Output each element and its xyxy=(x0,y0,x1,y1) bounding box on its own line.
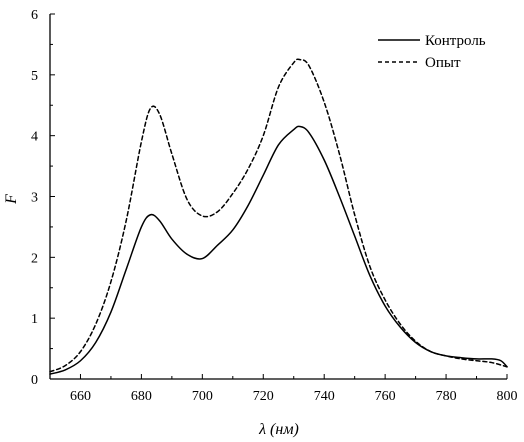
series-group xyxy=(49,58,508,375)
y-tick-label: 2 xyxy=(31,251,38,266)
x-axis-title: λ (нм) xyxy=(258,421,299,438)
x-tick-label: 760 xyxy=(375,389,396,404)
y-tick-label: 4 xyxy=(31,130,38,145)
x-tick-label: 780 xyxy=(436,389,457,404)
y-tick-label: 6 xyxy=(31,8,38,23)
x-tick-label: 800 xyxy=(497,389,518,404)
series-line-opyt xyxy=(49,58,508,373)
legend-label: Опыт xyxy=(425,55,461,71)
series-line-kontrol xyxy=(49,125,508,375)
y-axis-title: F xyxy=(3,194,20,205)
ticks: 0 1 2 3 4 5 6 660 680 700 720 740 760 780 800 xyxy=(31,8,518,404)
y-tick-label: 3 xyxy=(31,191,38,206)
y-tick-label: 1 xyxy=(31,312,38,327)
x-tick-label: 720 xyxy=(253,389,274,404)
legend-label: Контроль xyxy=(425,33,486,49)
x-tick-label: 660 xyxy=(70,389,91,404)
y-tick-label: 5 xyxy=(31,69,38,84)
x-tick-label: 700 xyxy=(192,389,213,404)
x-tick-label: 740 xyxy=(314,389,335,404)
x-tick-label: 680 xyxy=(131,389,152,404)
legend: Контроль Опыт xyxy=(378,33,486,71)
y-tick-label: 0 xyxy=(31,373,38,388)
